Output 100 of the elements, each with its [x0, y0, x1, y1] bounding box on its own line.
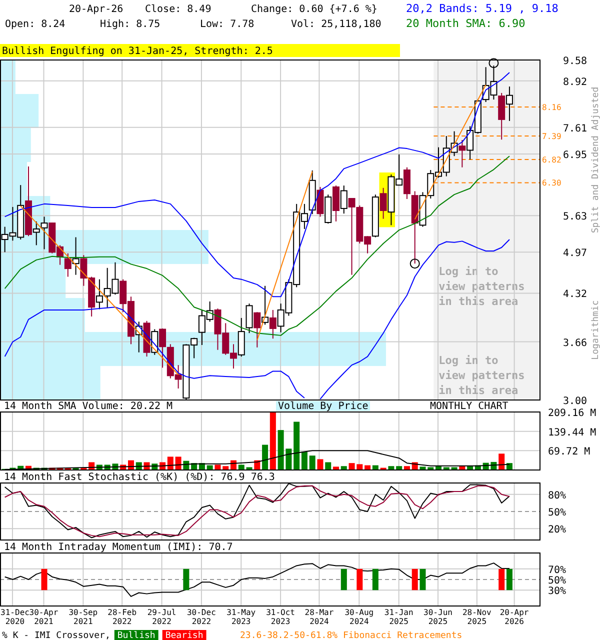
candlestick — [340, 185, 348, 214]
bar — [428, 467, 434, 470]
text: Close: 8.49 — [145, 4, 212, 15]
x-tick-label: 30-Sep 2021 — [68, 608, 98, 626]
x-tick-label: 30-Apr 2021 — [29, 608, 58, 626]
bar — [333, 466, 340, 470]
y-tick-label: 7.61 — [563, 123, 588, 134]
y-tick-label: 3.00 — [563, 396, 588, 407]
y-tick-label: 70% — [548, 564, 566, 576]
ref-line-label: 6.82 — [542, 156, 562, 165]
candlestick — [498, 92, 506, 140]
text: 20,2 Bands: 5.19 , 9.18 — [406, 2, 558, 15]
text: Logarithmic — [591, 300, 600, 360]
chart-title: 14 Month Fast Stochastic (%K) (%D): 76.9 76.3 — [4, 472, 275, 483]
y-tick-label: 3.66 — [563, 338, 588, 349]
line-series — [4, 562, 510, 597]
y-tick-label: 6.95 — [563, 150, 588, 161]
text: Bearish — [165, 631, 204, 640]
x-tick-label: 28-Nov 2025 — [462, 608, 492, 626]
candlestick — [238, 317, 245, 358]
y-tick-label: 9.58 — [563, 56, 588, 67]
bar — [175, 456, 182, 470]
text: Change: 0.60 {+7.6 %} — [251, 4, 378, 15]
y-tick-label: 8.92 — [563, 76, 588, 88]
text: Volume By Price — [278, 401, 368, 412]
candlestick — [246, 303, 253, 334]
x-tick-label: 31-Oct 2023 — [266, 608, 296, 626]
bar — [340, 466, 347, 470]
bar — [222, 466, 229, 470]
text: Split and Dividend Adjusted — [591, 86, 600, 234]
text: MONTHLY CHART — [430, 401, 508, 412]
bar — [325, 462, 332, 470]
candlestick — [159, 328, 166, 368]
y-tick-label: 5.63 — [563, 212, 588, 223]
y-tick-label: 80% — [548, 490, 566, 502]
bar — [498, 454, 505, 470]
bar — [270, 412, 276, 470]
candlestick — [262, 285, 269, 326]
bar — [404, 466, 410, 470]
y-tick-label: 4.97 — [563, 248, 588, 260]
y-tick-label: 209.16 M — [548, 408, 596, 419]
candlestick — [316, 186, 324, 218]
text: Open: 8.24 — [5, 19, 66, 30]
x-tick-label: 20-Apr 2026 — [500, 608, 529, 626]
text: High: 8.75 — [100, 19, 160, 30]
bar — [301, 452, 308, 470]
x-tick-label: 31-May 2023 — [226, 608, 256, 626]
y-tick-label: 50% — [548, 576, 566, 586]
text: Low: 7.78 — [200, 19, 254, 30]
bar — [294, 422, 300, 470]
chart-title: 14 Month Intraday Momentum (IMI): 70.7 — [4, 542, 233, 553]
candlestick — [64, 252, 72, 278]
x-tick-label: 30-Jun 2025 — [424, 608, 453, 626]
annotation: Log in to view patterns in this area — [438, 354, 525, 397]
y-tick-label: 50% — [548, 508, 566, 518]
bar — [396, 466, 402, 470]
bar — [443, 467, 450, 470]
x-tick-label: 29-Jul 2022 — [147, 608, 176, 626]
bar — [167, 456, 174, 470]
text: 20-Apr-26 — [69, 4, 124, 15]
text: 23.6-38.2-50-61.8% Fibonacci Retracements — [240, 631, 462, 640]
x-tick-label: 30-Dec 2022 — [187, 608, 216, 626]
candlestick — [403, 166, 410, 200]
candlestick — [269, 309, 276, 340]
candlestick — [506, 86, 513, 122]
text: 20 Month SMA: 6.90 — [406, 17, 526, 30]
text: Bullish — [117, 631, 156, 640]
bar — [246, 467, 252, 470]
legend-title: % K - IMI Crossover, — [2, 631, 110, 640]
candlestick — [380, 187, 387, 220]
y-tick-label: 69.72 M — [548, 446, 590, 458]
candlestick — [458, 139, 466, 168]
candlestick — [72, 236, 80, 276]
candlestick — [332, 185, 340, 222]
bar — [317, 459, 324, 470]
candlestick — [40, 216, 48, 250]
text: Vol: 25,118,180 — [291, 19, 382, 30]
bar — [309, 456, 316, 470]
bar — [214, 464, 221, 470]
y-tick-label: 4.32 — [563, 289, 588, 300]
ref-line-label: 6.30 — [542, 178, 562, 188]
bar — [388, 466, 394, 470]
y-tick-label: 139.44 M — [548, 427, 596, 438]
candlestick — [254, 312, 261, 348]
bar — [451, 467, 458, 470]
text: Bullish Engulfing on 31-Jan-25, Strength: 2.5 — [2, 46, 273, 57]
x-tick-label: 31-Jan 2025 — [384, 608, 414, 626]
bar — [420, 466, 426, 470]
ref-line-label: 8.16 — [542, 102, 562, 112]
text: 14 Month SMA Volume: 20.22 M — [4, 401, 173, 412]
ref-line-label: 7.39 — [542, 132, 562, 142]
y-tick-label: 30% — [548, 586, 566, 598]
x-tick-label: 28-Feb 2022 — [108, 608, 137, 626]
x-tick-label: 30-Aug 2024 — [344, 608, 374, 626]
bar — [262, 444, 268, 470]
x-tick-label: 31-Dec 2020 — [0, 608, 30, 626]
y-tick-label: 20% — [548, 524, 566, 536]
candlestick — [32, 220, 40, 246]
x-tick-label: 28-Mar 2024 — [304, 608, 334, 626]
bar — [238, 464, 244, 470]
